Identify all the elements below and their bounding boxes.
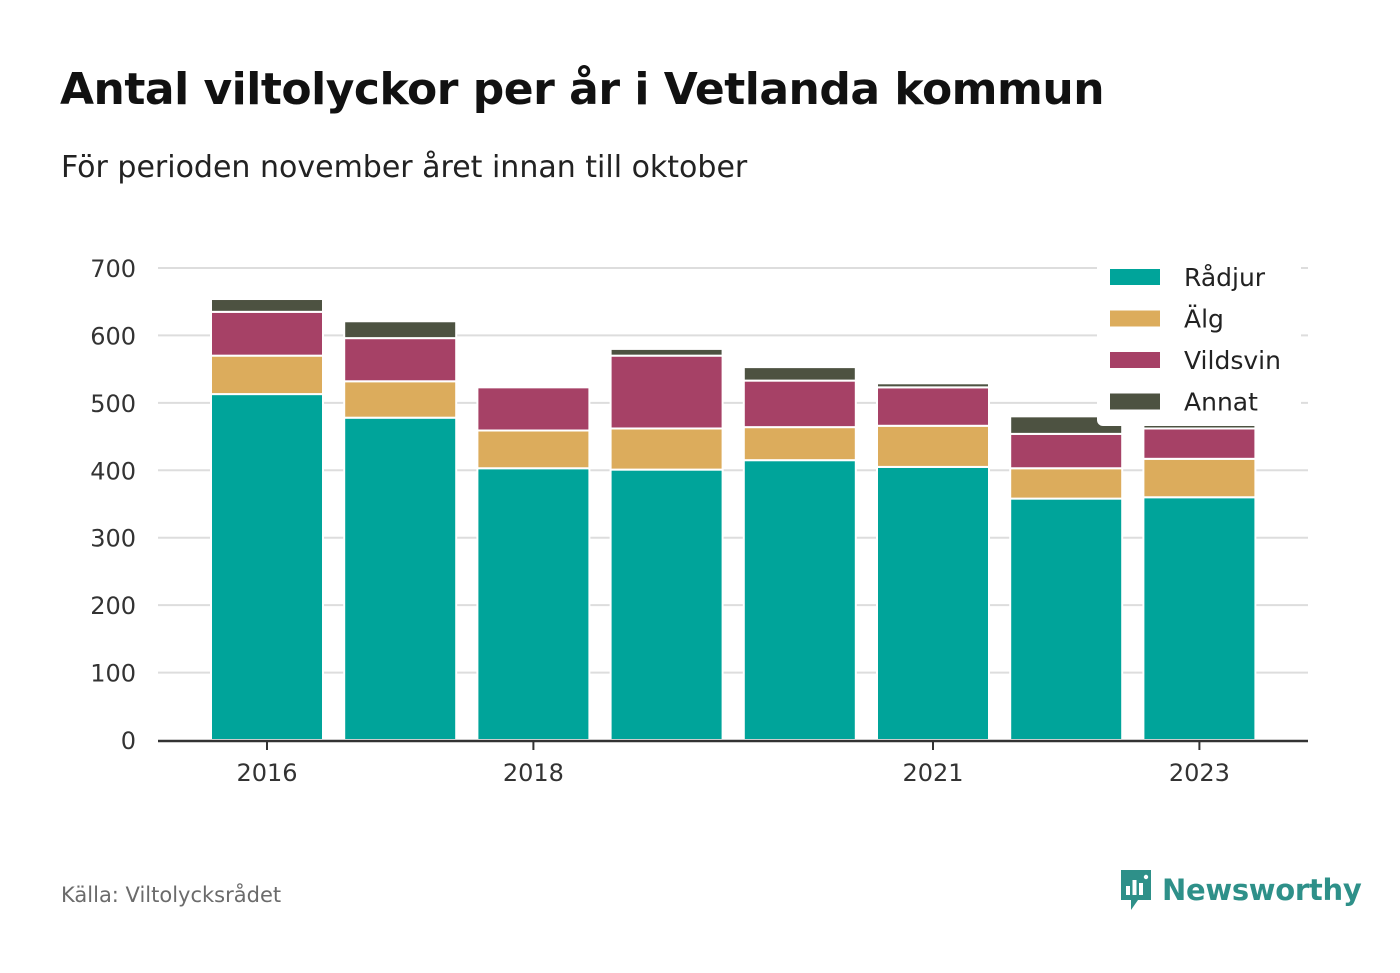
bar-segment (476, 467, 591, 741)
bar-segment (210, 310, 324, 357)
bar-segment (1142, 427, 1257, 460)
y-tick-label: 700 (90, 255, 136, 283)
bar-stack-2016 (210, 298, 324, 741)
bar-segment (1142, 457, 1257, 499)
source-note: Källa: Viltolycksrådet (61, 883, 282, 907)
bar-segment (876, 424, 990, 468)
bar-segment (876, 465, 990, 741)
newsworthy-logo-icon (1121, 870, 1151, 910)
x-tick-label: 2021 (902, 759, 963, 787)
y-tick-label: 100 (90, 660, 136, 688)
y-tick-label: 300 (90, 525, 136, 553)
legend-label: Vildsvin (1184, 346, 1281, 375)
bar-segment (609, 354, 724, 430)
y-tick-label: 500 (90, 390, 136, 418)
bar-stack-2022 (1009, 415, 1124, 741)
legend-label: Rådjur (1184, 263, 1266, 292)
x-tick-label: 2023 (1169, 759, 1230, 787)
chart-subtitle: För perioden november året innan till ok… (61, 150, 748, 185)
x-tick-label: 2016 (236, 759, 297, 787)
bar-segment (343, 320, 458, 340)
brand-name: Newsworthy (1162, 873, 1362, 907)
bars (210, 298, 1257, 741)
bar-segment (609, 347, 724, 357)
bar-segment (210, 393, 324, 741)
bar-segment (876, 386, 990, 427)
bar-segment (476, 429, 591, 470)
bar-segment (1009, 467, 1124, 500)
bar-stack-2023 (1142, 420, 1257, 741)
bar-segment (1142, 496, 1257, 741)
bar-stack-2017 (343, 320, 458, 741)
legend-label: Älg (1184, 305, 1224, 334)
legend-swatch (1110, 310, 1160, 327)
bar-stack-2021 (876, 382, 990, 741)
legend-box (1097, 256, 1301, 426)
bar-segment (343, 337, 458, 383)
bar-segment (210, 298, 324, 313)
newsworthy-logo: Newsworthy (1118, 868, 1362, 912)
y-tick-label: 0 (121, 727, 136, 755)
bar-segment (876, 382, 990, 389)
x-tick-label: 2018 (503, 759, 564, 787)
bar-stack-2018 (476, 386, 591, 741)
bar-segment (1009, 497, 1124, 741)
legend: Rådjur Älg Vildsvin Annat (1097, 256, 1301, 426)
y-tick-label: 400 (90, 457, 136, 485)
bar-segment (609, 468, 724, 741)
bar-segment (742, 366, 857, 382)
legend-swatch (1110, 352, 1160, 368)
legend-swatch (1110, 393, 1160, 410)
bar-segment (742, 459, 857, 741)
bar-segment (609, 427, 724, 471)
legend-label: Annat (1184, 388, 1258, 417)
bar-segment (343, 416, 458, 741)
legend-swatch (1110, 269, 1160, 285)
y-tick-label: 200 (90, 592, 136, 620)
bar-segment (1009, 432, 1124, 470)
axes: 0 100 200 300 400 500 600 700 2016 2018 2021 2023 (90, 255, 1308, 787)
bar-stack-2019 (609, 347, 724, 741)
chart-title: Antal viltolyckor per år i Vetlanda komm… (60, 64, 1105, 115)
bar-segment (210, 354, 324, 396)
y-tick-label: 600 (90, 322, 136, 350)
bar-segment (742, 426, 857, 462)
bar-segment (343, 380, 458, 419)
bar-stack-2020 (742, 366, 857, 741)
bar-segment (742, 379, 857, 429)
bar-segment (476, 386, 591, 432)
